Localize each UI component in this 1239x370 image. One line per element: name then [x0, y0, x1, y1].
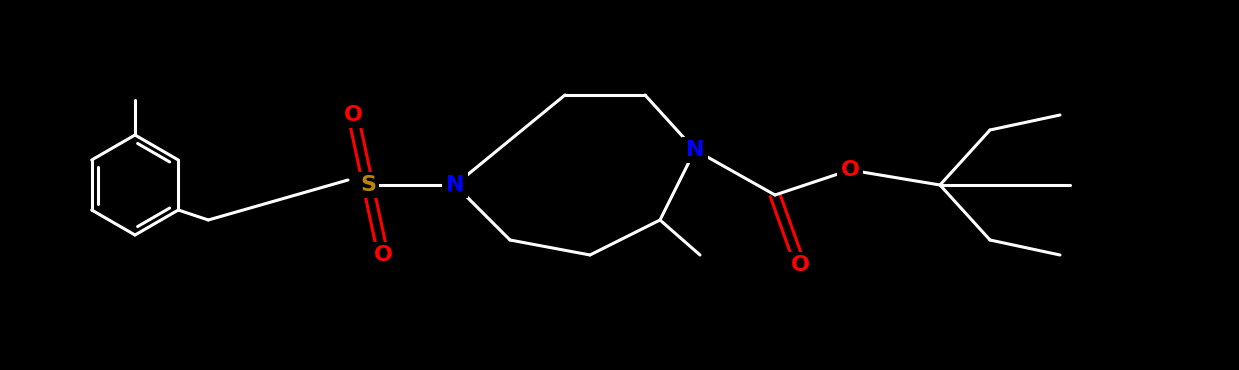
Text: O: O — [373, 245, 393, 265]
Text: O: O — [343, 105, 363, 125]
Text: O: O — [790, 255, 809, 275]
Text: S: S — [361, 175, 375, 195]
Text: O: O — [840, 160, 860, 180]
Text: N: N — [685, 140, 704, 160]
Text: N: N — [446, 175, 465, 195]
